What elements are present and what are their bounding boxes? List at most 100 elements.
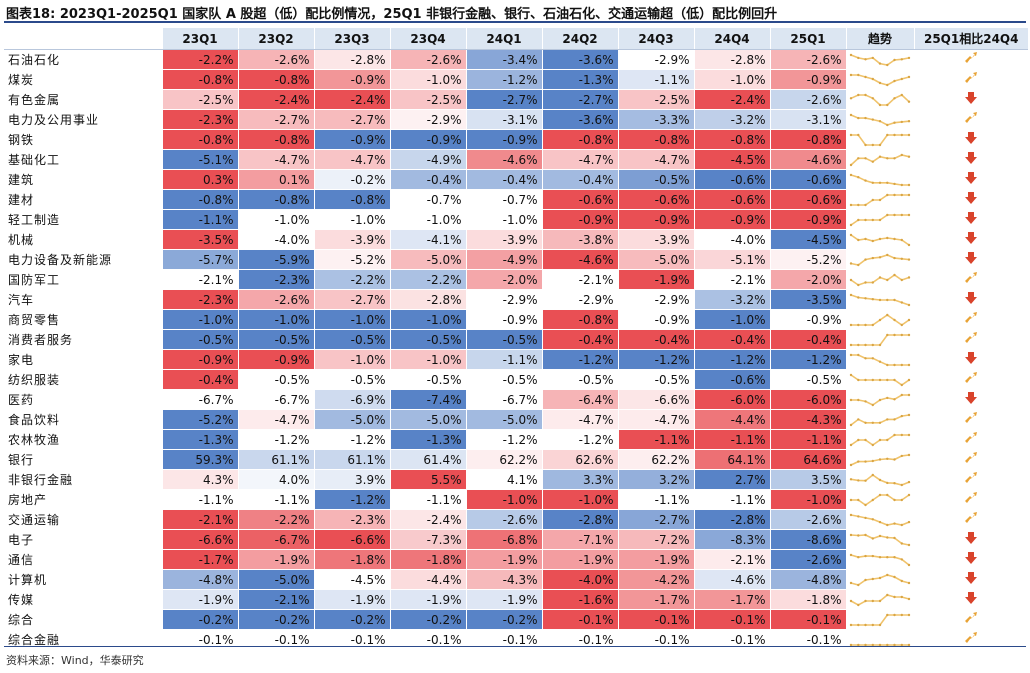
trend-point [893,417,896,421]
trend-point [857,353,860,356]
table-row: 建筑 0.3% 0.1% -0.2% -0.4% -0.4% -0.4% -0.5% -0.6%… [4,169,1028,190]
value-cell: -2.7% [541,89,618,110]
arrow-down-icon [965,172,978,184]
value-cell: -0.9% [465,129,542,150]
title-divider [4,21,1026,23]
trend-sparkline [849,53,911,66]
change-arrow-cell [913,269,1028,290]
row-label: 传媒 [4,589,162,610]
value-cell: -1.3% [389,429,466,450]
value-cell: -1.2% [541,349,618,370]
trend-point [864,75,867,78]
trend-point [849,113,853,116]
trend-sparkline-cell [845,149,914,170]
trend-point [886,63,889,66]
value-cell: -2.2% [161,49,238,70]
value-cell: -0.9% [541,209,618,230]
trend-point [864,599,867,602]
value-cell: -5.0% [389,249,466,270]
value-cell: -2.8% [389,289,466,310]
value-cell: -0.2% [313,169,390,190]
trend-point [886,573,889,576]
value-cell: -0.7% [389,189,466,210]
value-cell: 62.2% [617,449,694,470]
arrow-up-right-icon [965,412,978,423]
value-cell: -1.0% [313,209,390,230]
trend-point [871,473,874,476]
trend-point [871,181,874,184]
trend-point [886,253,889,256]
trend-point [857,478,860,482]
value-cell: -2.2% [389,269,466,290]
value-cell: -4.0% [237,229,314,250]
trend-sparkline [849,193,911,206]
value-cell: 5.5% [389,469,466,490]
value-cell: -0.4% [541,169,618,190]
trend-point [893,643,896,646]
value-cell: -2.9% [541,289,618,310]
trend-point [871,56,874,59]
arrow-up-right-icon [965,312,978,323]
trend-point [857,438,860,441]
trend-point [849,53,853,56]
column-header: 趋势 [845,28,914,50]
value-cell: 59.3% [161,449,238,470]
trend-point [871,77,874,80]
value-cell: -0.8% [693,129,770,150]
trend-point [893,457,896,461]
trend-point [907,453,911,456]
trend-line [851,133,909,146]
table-row: 建材 -0.8% -0.8% -0.8% -0.7% -0.7% -0.6% -0.6% -0.… [4,189,1028,210]
trend-point [907,275,911,279]
value-cell: -0.5% [617,169,694,190]
value-cell: -4.2% [617,569,694,590]
arrow-up-right-icon [965,512,978,523]
value-cell: -0.4% [465,169,542,190]
trend-point [893,182,896,185]
trend-point [900,483,903,486]
trend-sparkline-cell [845,249,914,270]
value-cell: -0.1% [693,629,770,650]
value-cell: -5.2% [161,409,238,430]
trend-point [864,323,867,326]
trend-point [864,378,867,381]
trend-point [857,203,860,206]
trend-point [871,403,874,406]
change-arrow-cell [913,629,1028,650]
trend-point [864,156,867,159]
value-cell: -1.1% [769,429,846,450]
trend-sparkline [849,133,911,146]
arrow-down-icon [965,292,978,304]
column-header: 23Q4 [389,28,466,50]
trend-point [878,555,882,558]
value-cell: -1.1% [617,489,694,510]
trend-point [900,238,903,241]
value-cell: -5.7% [161,249,238,270]
trend-sparkline [849,113,911,126]
trend-point [900,257,903,260]
change-arrow-cell [913,389,1028,410]
trend-point [878,457,882,461]
value-cell: -2.6% [769,549,846,570]
arrow-down-icon [965,352,978,364]
trend-point [907,133,911,136]
value-cell: -2.3% [313,509,390,530]
trend-sparkline [849,553,911,566]
trend-point [907,393,911,396]
trend-point [849,323,853,326]
column-header: 24Q3 [617,28,694,50]
value-cell: -6.8% [465,529,542,550]
trend-sparkline-cell [845,549,914,570]
trend-point [878,318,882,321]
trend-sparkline [849,473,911,486]
trend-point [849,553,853,556]
value-cell: -0.1% [161,629,238,650]
trend-sparkline-cell [845,229,914,250]
value-cell: -4.4% [693,409,770,430]
row-label: 消费者服务 [4,329,162,350]
trend-point [871,239,874,242]
value-cell: 64.1% [693,449,770,470]
value-cell: -6.6% [313,529,390,550]
trend-point [907,333,911,336]
value-cell: -4.6% [465,149,542,170]
